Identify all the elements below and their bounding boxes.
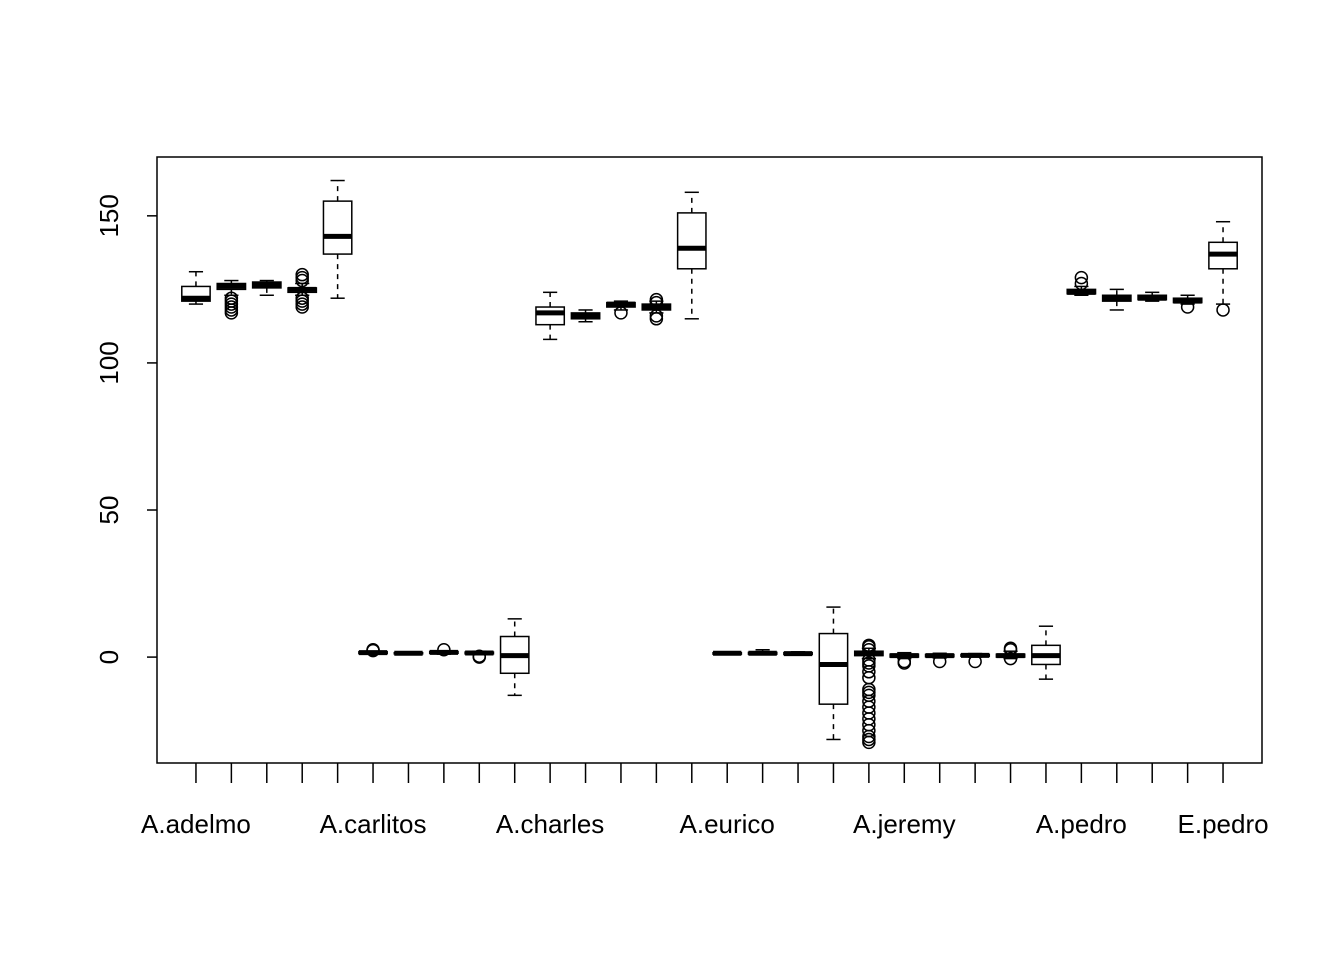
iqr-box [535, 306, 566, 326]
box-9 [464, 649, 495, 664]
boxes-layer [181, 179, 1238, 750]
x-tick-label: A.jeremy [853, 809, 956, 839]
box-11 [535, 291, 566, 341]
y-tick-label: 150 [94, 194, 124, 237]
box-8 [428, 642, 459, 657]
outlier-point [1003, 651, 1018, 666]
box-5 [322, 179, 353, 299]
iqr-box [322, 200, 353, 255]
x-tick-label: E.pedro [1178, 809, 1269, 839]
box-14 [641, 292, 672, 326]
x-axis: A.adelmo A.carlitos A.charles A.eurico A.jer… [141, 763, 1269, 839]
outlier-point [862, 665, 876, 679]
box-27 [1101, 288, 1132, 311]
outlier-point [932, 654, 947, 669]
outlier-point [295, 267, 309, 282]
box-21 [889, 651, 920, 670]
outlier-point [224, 291, 239, 305]
x-tick-label: A.eurico [680, 809, 775, 839]
box-3 [251, 279, 282, 297]
outlier-point [862, 732, 876, 747]
outlier-point [614, 306, 628, 320]
box-12 [570, 309, 601, 323]
box-2 [216, 279, 247, 320]
y-tick-label: 50 [94, 496, 124, 525]
box-10 [499, 618, 530, 697]
outlier-point [295, 291, 309, 305]
box-22 [924, 652, 955, 669]
box-6 [358, 642, 388, 658]
outlier-point [1074, 270, 1089, 285]
box-26 [1066, 270, 1097, 297]
outlier-point [472, 649, 487, 663]
box-29 [1172, 294, 1203, 314]
y-axis: 0 50 100 150 [94, 194, 157, 664]
x-tick-label: A.carlitos [320, 809, 427, 839]
x-tick-label: A.pedro [1036, 809, 1127, 839]
outlier-point [968, 654, 982, 669]
box-16 [712, 650, 743, 656]
outlier-point [1003, 641, 1018, 656]
box-18 [783, 651, 813, 657]
box-19 [818, 606, 849, 741]
iqr-box [818, 632, 849, 705]
outlier-point [897, 656, 912, 670]
outlier-point [295, 270, 309, 285]
outlier-point [1216, 303, 1230, 317]
outlier-point [366, 642, 380, 657]
box-13 [606, 300, 636, 320]
box-20 [853, 638, 884, 750]
outlier-point [1074, 276, 1089, 291]
outlier-point [862, 642, 876, 657]
outlier-point [862, 735, 876, 750]
y-tick-label: 0 [94, 650, 124, 664]
box-17 [747, 648, 778, 656]
x-tick-label: A.adelmo [141, 809, 251, 839]
iqr-box [676, 212, 707, 270]
plot-frame [156, 156, 1263, 764]
box-15 [676, 191, 707, 320]
box-23 [960, 652, 991, 669]
box-25 [1031, 625, 1061, 680]
box-4 [287, 267, 318, 314]
outlier-point [649, 312, 664, 326]
box-24 [995, 641, 1026, 666]
outlier-point [437, 642, 451, 657]
box-7 [393, 650, 424, 656]
outlier-point [1180, 300, 1195, 314]
outlier-point [649, 292, 664, 307]
y-tick-label: 100 [94, 341, 124, 384]
box-28 [1137, 291, 1168, 302]
box-30 [1208, 220, 1238, 317]
x-tick-label: A.charles [496, 809, 604, 839]
outlier-point [649, 309, 664, 323]
box-1 [181, 270, 211, 305]
